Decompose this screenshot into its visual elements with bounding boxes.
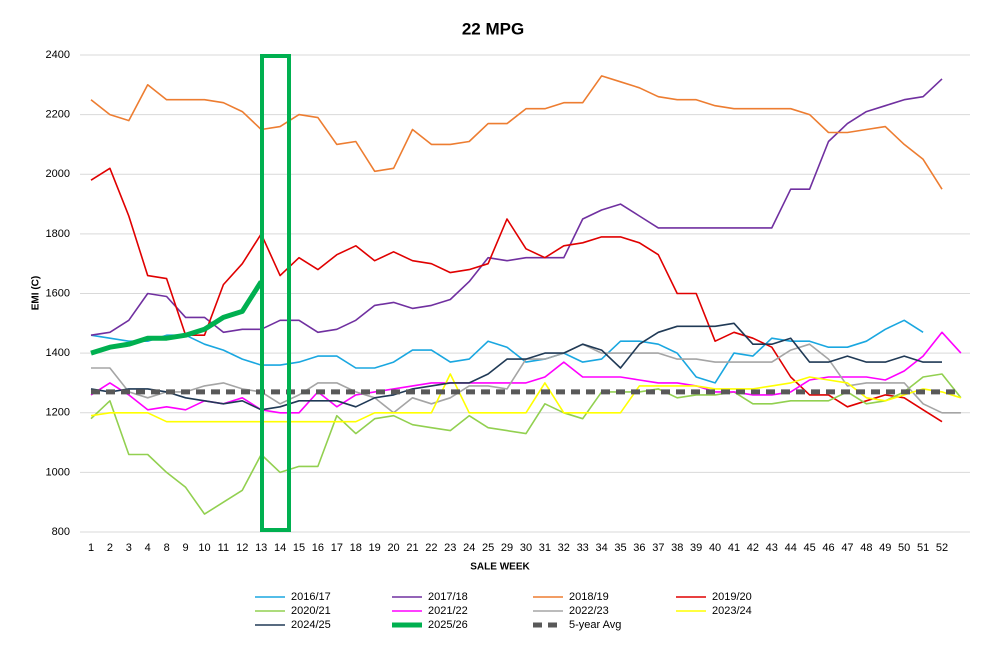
x-tick-label: 8 (164, 542, 170, 554)
x-tick-label: 25 (482, 542, 494, 554)
legend-label: 2025/26 (428, 619, 468, 631)
x-tick-label: 44 (785, 542, 797, 554)
x-tick-label: 35 (614, 542, 626, 554)
x-tick-label: 40 (709, 542, 721, 554)
x-tick-label: 43 (766, 542, 778, 554)
x-tick-label: 1 (88, 542, 94, 554)
legend-label: 2024/25 (291, 619, 331, 631)
series-line (90, 331, 962, 414)
x-tick-label: 52 (936, 542, 948, 554)
legend-label: 2023/24 (712, 605, 752, 617)
legend-label: 2017/18 (428, 591, 468, 603)
x-tick-label: 10 (198, 542, 210, 554)
legend-label: 2020/21 (291, 605, 331, 617)
x-tick-label: 37 (652, 542, 664, 554)
y-tick-label: 1400 (46, 347, 70, 359)
x-tick-label: 34 (595, 542, 607, 554)
legend-label: 5-year Avg (569, 619, 621, 631)
x-tick-label: 2 (107, 542, 113, 554)
x-tick-label: 17 (331, 542, 343, 554)
x-tick-label: 46 (822, 542, 834, 554)
x-tick-label: 21 (406, 542, 418, 554)
plot-area (90, 75, 962, 515)
legend-label: 2016/17 (291, 591, 331, 603)
y-tick-label: 1200 (46, 407, 70, 419)
x-tick-label: 30 (520, 542, 532, 554)
x-tick-label: 16 (312, 542, 324, 554)
x-tick-label: 31 (539, 542, 551, 554)
x-tick-label: 13 (255, 542, 267, 554)
series-line (90, 322, 942, 411)
x-tick-label: 48 (860, 542, 872, 554)
y-tick-label: 800 (52, 526, 70, 538)
y-tick-label: 1600 (46, 287, 70, 299)
x-tick-label: 42 (747, 542, 759, 554)
x-tick-label: 47 (841, 542, 853, 554)
x-tick-label: 23 (444, 542, 456, 554)
x-tick-label: 18 (350, 542, 362, 554)
legend-label: 2019/20 (712, 591, 752, 603)
series-line (90, 78, 943, 336)
series-line (90, 75, 943, 190)
y-tick-label: 2200 (46, 109, 70, 121)
legend-label: 2018/19 (569, 591, 609, 603)
legend-label: 2022/23 (569, 605, 609, 617)
legend: 2016/17 2017/18 2018/19 2019/20 2020/21 2021/… (255, 591, 752, 631)
y-tick-label: 1000 (46, 466, 70, 478)
x-tick-label: 9 (182, 542, 188, 554)
series-line (90, 280, 264, 356)
y-axis-title: EMI (C) (31, 276, 42, 310)
x-tick-label: 32 (558, 542, 570, 554)
x-tick-label: 15 (293, 542, 305, 554)
x-axis-title: SALE WEEK (470, 562, 530, 573)
x-tick-label: 19 (369, 542, 381, 554)
x-tick-label: 3 (126, 542, 132, 554)
x-tick-label: 22 (425, 542, 437, 554)
x-tick-label: 38 (671, 542, 683, 554)
chart-title: 22 MPG (462, 19, 524, 38)
legend-label: 2021/22 (428, 605, 468, 617)
x-tick-label: 45 (803, 542, 815, 554)
x-tick-label: 33 (577, 542, 589, 554)
x-tick-label: 41 (728, 542, 740, 554)
x-tick-label: 29 (501, 542, 513, 554)
x-tick-label: 20 (387, 542, 399, 554)
x-tick-label: 39 (690, 542, 702, 554)
series-line (90, 373, 962, 515)
x-tick-label: 4 (145, 542, 151, 554)
x-tick-label: 36 (633, 542, 645, 554)
x-tick-label: 24 (463, 542, 475, 554)
y-tick-label: 2400 (46, 49, 70, 61)
y-tick-label: 2000 (46, 168, 70, 180)
x-tick-label: 14 (274, 542, 286, 554)
x-tick-label: 12 (236, 542, 248, 554)
series-line (90, 373, 962, 423)
x-tick-label: 51 (917, 542, 929, 554)
y-tick-label: 1800 (46, 228, 70, 240)
x-tick-label: 49 (879, 542, 891, 554)
x-tick-label: 50 (898, 542, 910, 554)
highlight-box (260, 54, 291, 532)
x-tick-label: 11 (218, 542, 229, 554)
